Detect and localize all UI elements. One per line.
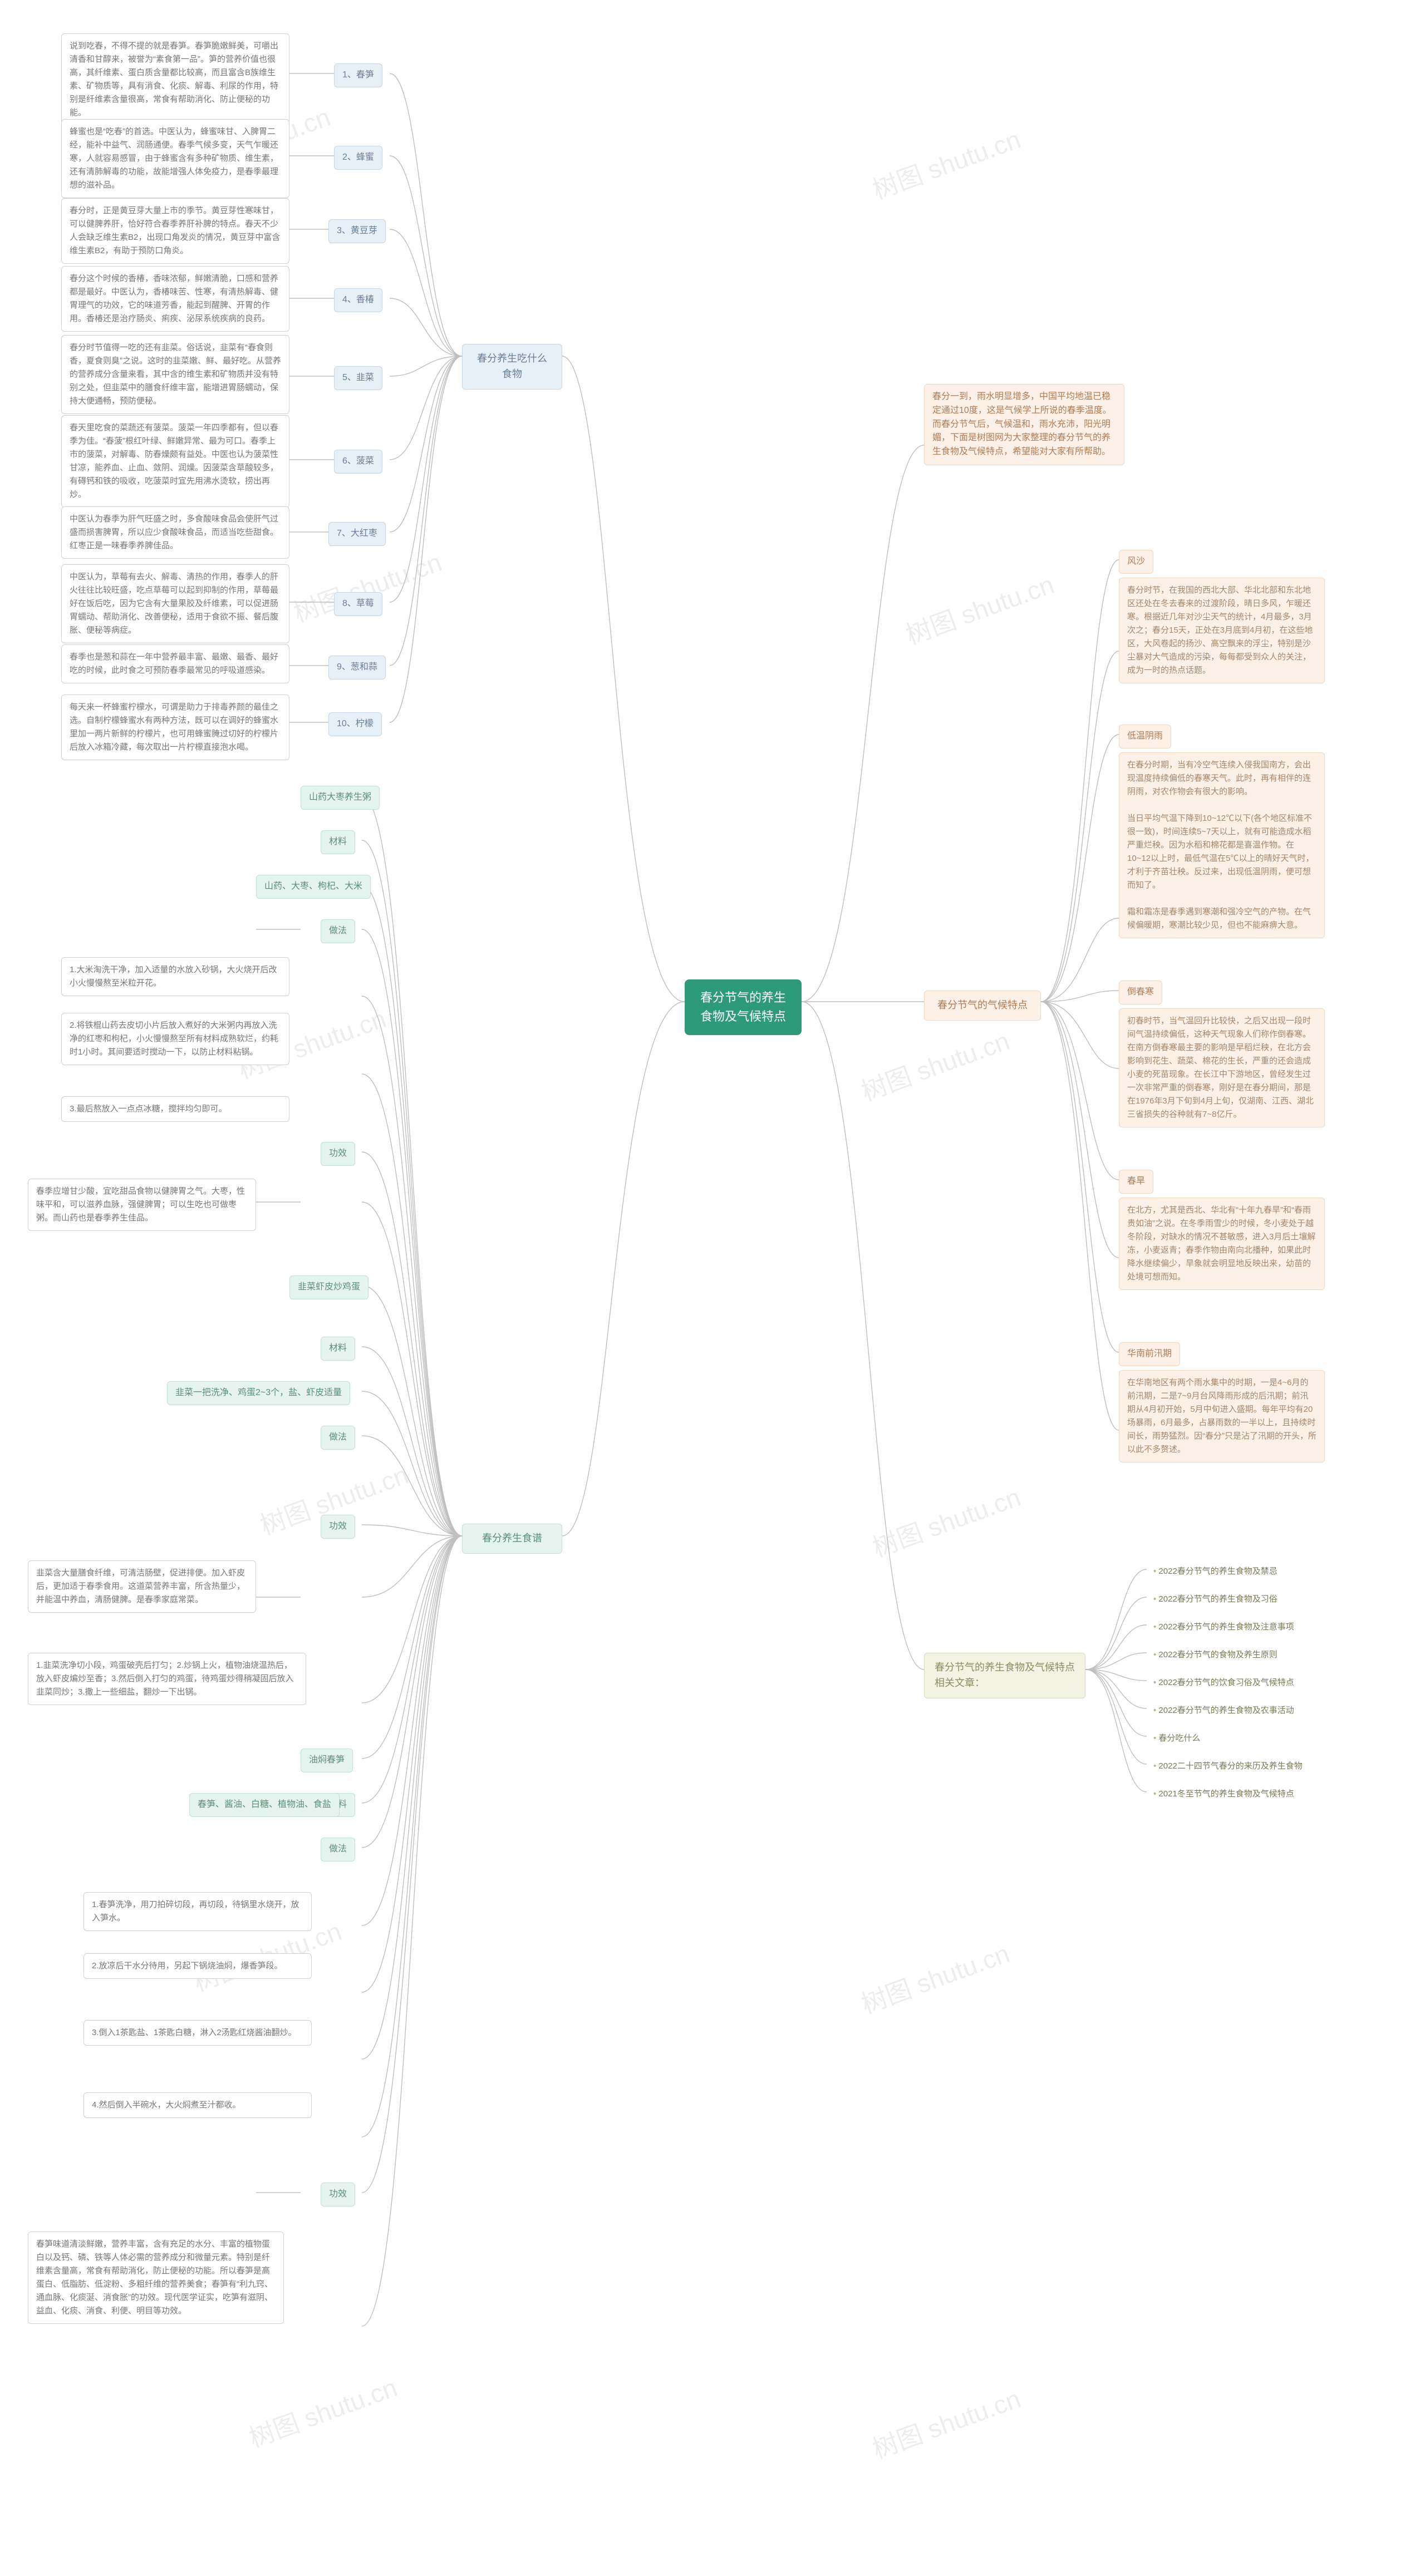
recipe3-step2: 2.放凉后干水分待用，另起下锅烧油焖，爆香笋段。: [83, 1953, 312, 1979]
intro-block: 春分一到，雨水明显增多，中国平均地温已稳定通过10度，这是气候学上所说的春季温度…: [924, 384, 1124, 465]
recipe1-method-label[interactable]: 做法: [321, 919, 355, 943]
recipe3-materials: 春笋、酱油、白糖、植物油、食盐: [189, 1793, 340, 1817]
recipe1-effect-label[interactable]: 功效: [321, 1142, 355, 1166]
food-text-1: 蜂蜜也是“吃春”的首选。中医认为，蜂蜜味甘、入脾胃二经，能补中益气、润肠通便。春…: [61, 119, 289, 198]
climate-text-1: 在春分时期，当有冷空气连续入侵我国南方，会出现温度持续偏低的春寒天气。此时，再有…: [1119, 752, 1325, 938]
section-related[interactable]: 春分节气的养生食物及气候特点相关文章：: [924, 1653, 1085, 1698]
recipe1-step1: 1.大米淘洗干净，加入适量的水放入砂锅，大火烧开后改小火慢慢熬至米粒开花。: [61, 957, 289, 996]
recipe3-step4: 4.然后倒入半碗水，大火焖煮至汁都收。: [83, 2092, 312, 2118]
related-item[interactable]: 2022春分节气的养生食物及禁忌: [1147, 1562, 1284, 1581]
related-item[interactable]: 2022春分节气的养生食物及农事活动: [1147, 1701, 1301, 1720]
recipe3-effect: 春笋味道清淡鲜嫩，营养丰富，含有充足的水分、丰富的植物蛋白以及钙、磷、铁等人体必…: [28, 2232, 284, 2324]
food-label-5[interactable]: 6、菠菜: [334, 450, 382, 474]
climate-label-3[interactable]: 春旱: [1119, 1170, 1153, 1194]
food-text-3: 春分这个时候的香椿，香味浓郁，鲜嫩清脆，口感和营养都是最好。中医认为，香椿味苦、…: [61, 266, 289, 332]
recipe2-name[interactable]: 韭菜虾皮炒鸡蛋: [289, 1275, 368, 1299]
watermark: 树图 shutu.cn: [243, 2367, 401, 2455]
food-label-4[interactable]: 5、韭菜: [334, 366, 382, 390]
watermark: 树图 shutu.cn: [867, 2378, 1025, 2466]
mindmap-canvas: 树图 shutu.cn 树图 shutu.cn 树图 shutu.cn 树图 s…: [0, 0, 1425, 2576]
related-item[interactable]: 2021冬至节气的养生食物及气候特点: [1147, 1784, 1301, 1804]
food-text-7: 中医认为，草莓有去火、解毒、清热的作用，春季人的肝火往往比较旺盛，吃点草莓可以起…: [61, 564, 289, 643]
recipe2-materials: 韭菜一把洗净、鸡蛋2~3个，盐、虾皮适量: [167, 1381, 350, 1405]
climate-label-2[interactable]: 倒春寒: [1119, 981, 1162, 1004]
recipe2-method-label[interactable]: 做法: [321, 1426, 355, 1450]
food-text-0: 说到吃春，不得不提的就是春笋。春笋脆嫩鲜美，可嚼出清香和甘醇来，被誉为“素食第一…: [61, 33, 289, 126]
recipe1-step3: 3.最后熬放入一点点冰糖，搅拌均匀即可。: [61, 1096, 289, 1122]
recipe2-effect: 韭菜含大量膳食纤维，可清洁肠壁，促进排便。加入虾皮后，更加适于春季食用。这道菜营…: [28, 1560, 256, 1613]
food-text-2: 春分时，正是黄豆芽大量上市的季节。黄豆芽性寒味甘，可以健脾养肝，恰好符合春季养肝…: [61, 198, 289, 264]
recipe3-name[interactable]: 油焖春笋: [301, 1748, 353, 1772]
watermark: 树图 shutu.cn: [867, 1477, 1025, 1564]
watermark: 树图 shutu.cn: [900, 564, 1058, 652]
climate-text-3: 在北方，尤其是西北、华北有“十年九春旱”和“春雨贵如油”之说。在冬季雨雪少的时候…: [1119, 1198, 1325, 1290]
related-item[interactable]: 春分吃什么: [1147, 1728, 1207, 1748]
recipe1-material-label[interactable]: 材料: [321, 830, 355, 854]
recipe1-materials: 山药、大枣、枸杞、大米: [256, 875, 371, 899]
watermark: 树图 shutu.cn: [856, 1021, 1014, 1108]
recipe1-step2: 2.将铁棍山药去皮切小片后放入煮好的大米粥内再放入洗净的红枣和枸杞，小火慢慢熬至…: [61, 1013, 289, 1065]
section-climate[interactable]: 春分节气的气候特点: [924, 991, 1041, 1021]
related-item[interactable]: 2022春分节气的食物及养生原则: [1147, 1645, 1284, 1664]
food-text-5: 春天里吃食的菜蔬还有菠菜。菠菜一年四季都有，但以春季为佳。“春菠”根红叶绿、鲜嫩…: [61, 415, 289, 508]
climate-label-4[interactable]: 华南前汛期: [1119, 1342, 1180, 1366]
related-item[interactable]: 2022春分节气的养生食物及注意事项: [1147, 1617, 1301, 1637]
watermark: 树图 shutu.cn: [856, 1933, 1014, 2021]
climate-text-4: 在华南地区有两个雨水集中的时期，一是4~6月的前汛期，二是7~9月台风降雨形成的…: [1119, 1370, 1325, 1462]
climate-text-2: 初春时节，当气温回升比较快，之后又出现一段时间气温持续偏低，这种天气现象人们称作…: [1119, 1008, 1325, 1127]
recipe3-method-label[interactable]: 做法: [321, 1838, 355, 1861]
watermark: 树图 shutu.cn: [288, 542, 446, 629]
recipe2-steps: 1.韭菜洗净切小段，鸡蛋破壳后打匀；2.炒锅上火，植物油烧温热后，放入虾皮煸炒至…: [28, 1653, 306, 1705]
food-label-8[interactable]: 9、葱和蒜: [328, 656, 386, 679]
food-label-6[interactable]: 7、大红枣: [328, 522, 386, 546]
recipe3-effect-label[interactable]: 功效: [321, 2183, 355, 2206]
food-text-8: 春季也是葱和蒜在一年中营养最丰富、最嫩、最香、最好吃的时候，此时食之可预防春季最…: [61, 644, 289, 683]
section-foods[interactable]: 春分养生吃什么食物: [462, 344, 562, 390]
food-text-6: 中医认为春季为肝气旺盛之时，多食酸味食品会使肝气过盛而损害脾胃，所以应少食酸味食…: [61, 506, 289, 559]
food-label-0[interactable]: 1、春笋: [334, 63, 382, 87]
recipe3-step3: 3.倒入1茶匙盐、1茶匙白糖，淋入2汤匙红烧酱油翻炒。: [83, 2020, 312, 2046]
recipe1-effect: 春季应增甘少酸，宜吃甜品食物以健脾胃之气。大枣，性味平和，可以滋养血脉，强健脾胃…: [28, 1179, 256, 1231]
food-label-2[interactable]: 3、黄豆芽: [328, 219, 386, 243]
related-item[interactable]: 2022二十四节气春分的来历及养生食物: [1147, 1756, 1309, 1776]
recipe2-material-label[interactable]: 材料: [321, 1337, 355, 1361]
food-label-7[interactable]: 8、草莓: [334, 592, 382, 616]
watermark: 树图 shutu.cn: [867, 119, 1025, 206]
climate-label-1[interactable]: 低温阴雨: [1119, 725, 1171, 748]
recipe3-step1: 1.春笋洗净，用刀拍碎切段，再切段，待锅里水烧开，放入笋水。: [83, 1892, 312, 1931]
recipe1-name[interactable]: 山药大枣养生粥: [301, 786, 380, 810]
climate-text-0: 春分时节，在我国的西北大部、华北北部和东北地区还处在冬去春来的过渡阶段，晴日多风…: [1119, 578, 1325, 683]
root-node[interactable]: 春分节气的养生食物及气候特点: [685, 979, 802, 1035]
related-item[interactable]: 2022春分节气的养生食物及习俗: [1147, 1589, 1284, 1609]
section-recipes[interactable]: 春分养生食谱: [462, 1524, 562, 1554]
recipe2-effect-label[interactable]: 功效: [321, 1515, 355, 1539]
food-label-9[interactable]: 10、柠檬: [328, 712, 382, 736]
food-text-9: 每天来一杯蜂蜜柠檬水，可谓是助力于排毒养颜的最佳之选。自制柠檬蜂蜜水有两种方法，…: [61, 695, 289, 760]
food-label-1[interactable]: 2、蜂蜜: [334, 146, 382, 170]
food-label-3[interactable]: 4、香椿: [334, 288, 382, 312]
food-text-4: 春分时节值得一吃的还有韭菜。俗话说，韭菜有“春食则香，夏食则臭”之说。这时的韭菜…: [61, 335, 289, 414]
climate-label-0[interactable]: 风沙: [1119, 550, 1153, 574]
related-item[interactable]: 2022春分节气的饮食习俗及气候特点: [1147, 1673, 1301, 1692]
